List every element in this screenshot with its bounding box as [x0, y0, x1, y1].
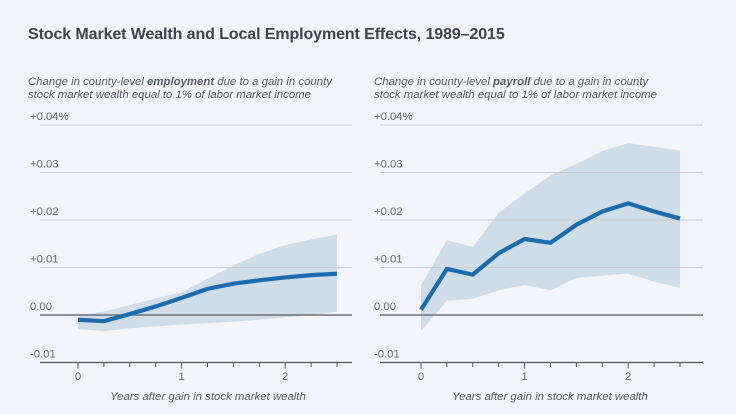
y-tick-label: +0.04%	[374, 111, 413, 123]
estimate-line	[77, 271, 338, 324]
y-tick-label: +0.01	[30, 254, 59, 266]
payroll-x-axis-label: Years after gain in stock market wealth	[452, 391, 648, 403]
x-tick-label: 0	[418, 371, 424, 383]
x-tick-label: 2	[625, 371, 631, 383]
confidence-band	[78, 234, 337, 332]
confidence-band	[421, 143, 680, 332]
y-tick-label: +0.02	[30, 206, 59, 218]
x-tick-label: 1	[521, 371, 527, 383]
subtitle-text: due to a gain in county stock market wea…	[374, 76, 657, 101]
x-tick-label: 1	[178, 371, 184, 383]
subtitle-text: Change in county-level	[374, 76, 494, 88]
subtitle-text: due to a gain in county stock market wea…	[28, 76, 332, 101]
y-tick-label: -0.01	[374, 349, 400, 361]
subtitle-bold-word: payroll	[493, 76, 531, 88]
y-tick-label: 0.00	[374, 301, 396, 313]
y-tick-label: +0.01	[374, 254, 403, 266]
x-tick-label: 0	[75, 371, 81, 383]
subtitle-text: Change in county-level	[28, 76, 148, 88]
employment-x-axis-label: Years after gain in stock market wealth	[110, 391, 306, 403]
y-tick-label: +0.03	[374, 159, 403, 171]
y-tick-label: +0.03	[30, 159, 59, 171]
payroll-panel-subtitle: Change in county-level payroll due to a …	[374, 76, 716, 102]
y-tick-label: +0.04%	[30, 111, 69, 123]
subtitle-bold-word: employment	[147, 76, 215, 88]
y-tick-label: -0.01	[30, 349, 56, 361]
figure-title: Stock Market Wealth and Local Employment…	[28, 26, 505, 43]
estimate-line	[419, 201, 681, 311]
x-tick-label: 2	[282, 371, 288, 383]
y-tick-label: 0.00	[30, 301, 52, 313]
employment-panel-subtitle: Change in county-level employment due to…	[28, 76, 370, 102]
y-tick-label: +0.02	[374, 206, 403, 218]
